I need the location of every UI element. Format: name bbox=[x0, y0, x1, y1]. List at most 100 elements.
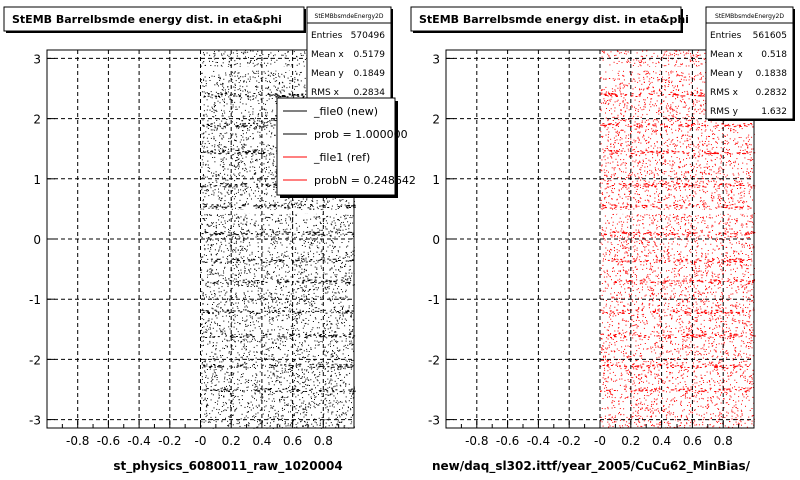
data-point bbox=[308, 308, 310, 309]
data-point bbox=[287, 425, 289, 427]
data-point bbox=[274, 409, 276, 411]
data-point bbox=[337, 219, 339, 221]
data-point bbox=[265, 179, 267, 181]
data-point bbox=[229, 423, 231, 425]
data-point bbox=[293, 393, 295, 395]
data-point bbox=[340, 367, 342, 369]
data-point bbox=[259, 142, 261, 144]
data-point bbox=[342, 412, 344, 414]
data-point bbox=[316, 327, 318, 329]
data-point bbox=[332, 291, 334, 293]
data-point bbox=[211, 333, 213, 335]
data-point bbox=[317, 237, 318, 239]
data-point bbox=[256, 158, 258, 160]
data-point bbox=[226, 371, 228, 373]
data-point bbox=[277, 315, 279, 317]
data-point bbox=[256, 160, 258, 162]
data-point bbox=[319, 363, 321, 365]
data-point bbox=[310, 218, 312, 220]
data-point bbox=[249, 244, 251, 246]
data-point bbox=[281, 86, 283, 88]
data-point bbox=[331, 283, 333, 285]
data-point bbox=[259, 134, 261, 136]
data-point bbox=[352, 414, 354, 416]
data-point bbox=[343, 345, 345, 347]
data-point bbox=[265, 77, 267, 79]
data-point bbox=[288, 314, 290, 316]
data-point bbox=[278, 237, 280, 238]
data-point bbox=[286, 295, 288, 297]
data-point bbox=[336, 228, 338, 230]
data-point bbox=[225, 184, 227, 186]
data-point bbox=[232, 280, 234, 282]
data-point bbox=[278, 220, 280, 222]
data-point bbox=[276, 259, 278, 261]
data-point bbox=[272, 182, 274, 184]
data-point bbox=[234, 220, 236, 222]
data-point bbox=[240, 275, 241, 277]
data-point bbox=[235, 296, 237, 298]
data-point bbox=[238, 274, 240, 275]
data-point bbox=[316, 364, 318, 366]
data-point bbox=[345, 273, 347, 275]
data-point bbox=[214, 110, 216, 112]
data-point bbox=[339, 199, 341, 201]
data-point bbox=[229, 164, 230, 166]
data-point bbox=[237, 378, 239, 380]
data-point bbox=[241, 51, 243, 53]
data-point bbox=[201, 372, 203, 374]
data-point bbox=[332, 361, 334, 363]
data-point bbox=[306, 337, 308, 339]
data-point bbox=[233, 225, 234, 227]
data-point bbox=[271, 133, 272, 135]
data-point bbox=[233, 186, 235, 188]
data-point bbox=[295, 424, 297, 425]
data-point bbox=[215, 348, 217, 349]
data-point bbox=[319, 205, 321, 207]
data-point bbox=[212, 129, 214, 131]
data-point bbox=[248, 57, 249, 59]
data-point bbox=[302, 272, 304, 274]
data-point bbox=[235, 207, 236, 209]
data-point bbox=[222, 135, 224, 137]
data-point bbox=[272, 145, 274, 147]
data-point bbox=[221, 250, 222, 252]
data-point bbox=[342, 353, 344, 355]
data-point bbox=[310, 243, 312, 244]
data-point bbox=[257, 63, 259, 65]
data-point bbox=[230, 416, 231, 418]
data-point bbox=[305, 281, 307, 283]
data-point bbox=[208, 94, 210, 95]
data-point bbox=[267, 70, 269, 72]
data-point bbox=[220, 291, 222, 293]
data-point bbox=[294, 325, 296, 326]
data-point bbox=[206, 325, 208, 327]
data-point bbox=[345, 217, 347, 219]
data-point bbox=[349, 265, 351, 267]
data-point bbox=[336, 423, 338, 425]
data-point bbox=[224, 332, 226, 334]
data-point bbox=[283, 278, 285, 280]
data-point bbox=[333, 288, 335, 290]
data-point bbox=[285, 63, 287, 65]
data-point bbox=[343, 404, 345, 406]
data-point bbox=[345, 400, 347, 402]
data-point bbox=[253, 383, 255, 385]
data-point bbox=[349, 277, 351, 279]
data-point bbox=[252, 396, 254, 398]
data-point bbox=[264, 72, 266, 74]
data-point bbox=[336, 363, 338, 365]
data-point bbox=[236, 146, 238, 148]
data-point bbox=[273, 85, 275, 87]
data-point bbox=[295, 365, 297, 367]
data-point bbox=[252, 149, 254, 151]
data-point bbox=[229, 414, 231, 416]
data-point bbox=[249, 80, 251, 82]
data-point bbox=[293, 51, 295, 53]
data-point bbox=[255, 263, 257, 265]
data-point bbox=[273, 372, 275, 374]
data-point bbox=[339, 200, 341, 202]
data-point bbox=[339, 206, 340, 208]
data-point bbox=[349, 329, 351, 331]
data-point bbox=[260, 357, 262, 358]
